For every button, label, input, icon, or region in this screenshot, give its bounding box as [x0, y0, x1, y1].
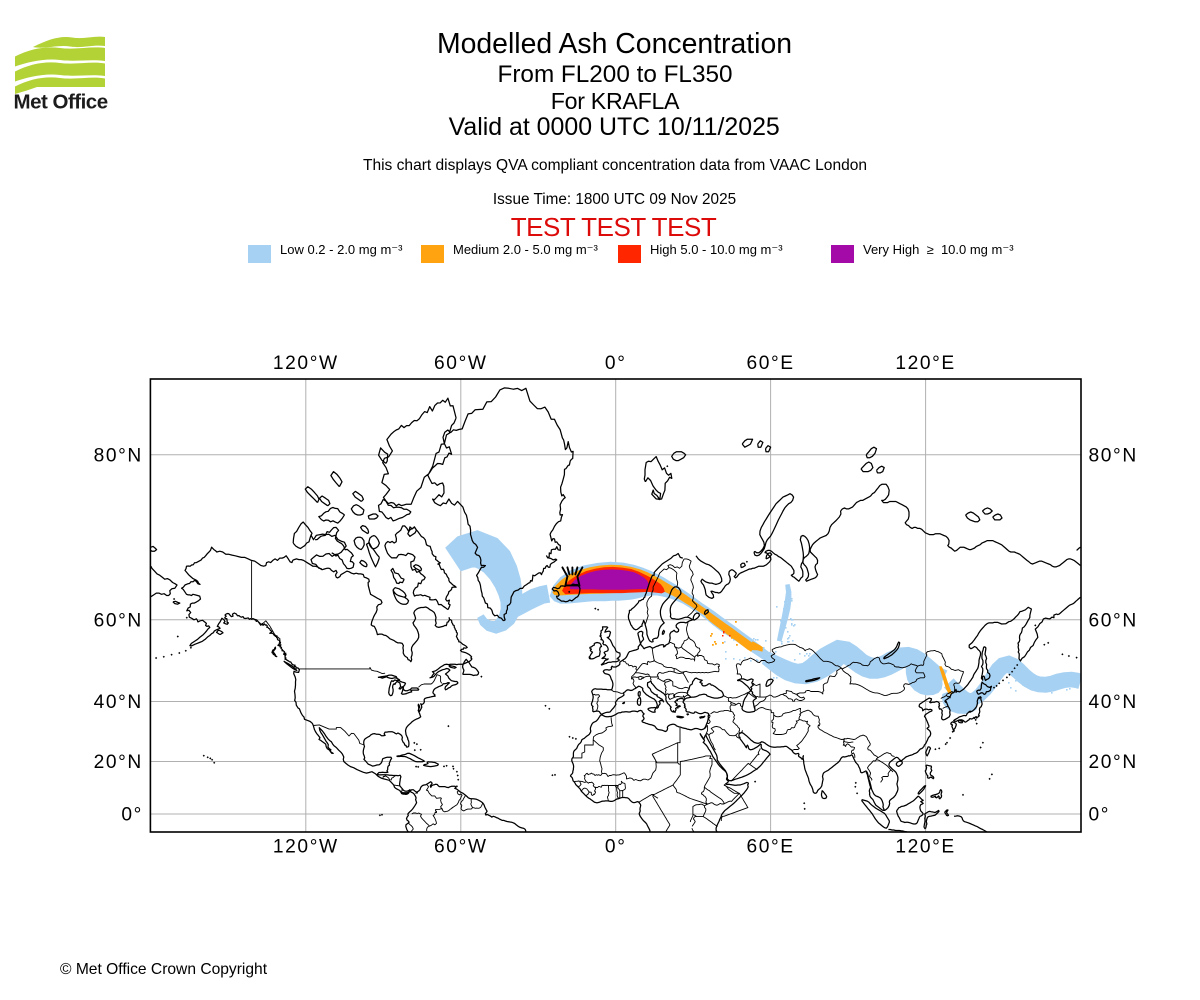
svg-text:0°: 0°: [605, 837, 627, 858]
svg-text:120°W: 120°W: [273, 353, 339, 374]
svg-text:40°N: 40°N: [94, 692, 143, 713]
svg-text:60°E: 60°E: [746, 353, 794, 374]
svg-text:20°N: 20°N: [94, 752, 143, 773]
svg-text:120°W: 120°W: [273, 837, 339, 858]
svg-text:0°: 0°: [605, 353, 627, 374]
svg-text:120°E: 120°E: [895, 837, 956, 858]
svg-text:0°: 0°: [1089, 805, 1111, 826]
svg-text:60°N: 60°N: [94, 610, 143, 631]
svg-text:80°N: 80°N: [94, 445, 143, 466]
svg-text:80°N: 80°N: [1089, 445, 1138, 466]
svg-text:60°N: 60°N: [1089, 610, 1138, 631]
svg-text:20°N: 20°N: [1089, 752, 1138, 773]
svg-text:Met Office: Met Office: [14, 91, 108, 114]
svg-text:40°N: 40°N: [1089, 692, 1138, 713]
svg-text:60°W: 60°W: [434, 837, 488, 858]
svg-text:0°: 0°: [121, 805, 143, 826]
svg-text:120°E: 120°E: [895, 353, 956, 374]
svg-text:60°E: 60°E: [746, 837, 794, 858]
svg-text:60°W: 60°W: [434, 353, 488, 374]
